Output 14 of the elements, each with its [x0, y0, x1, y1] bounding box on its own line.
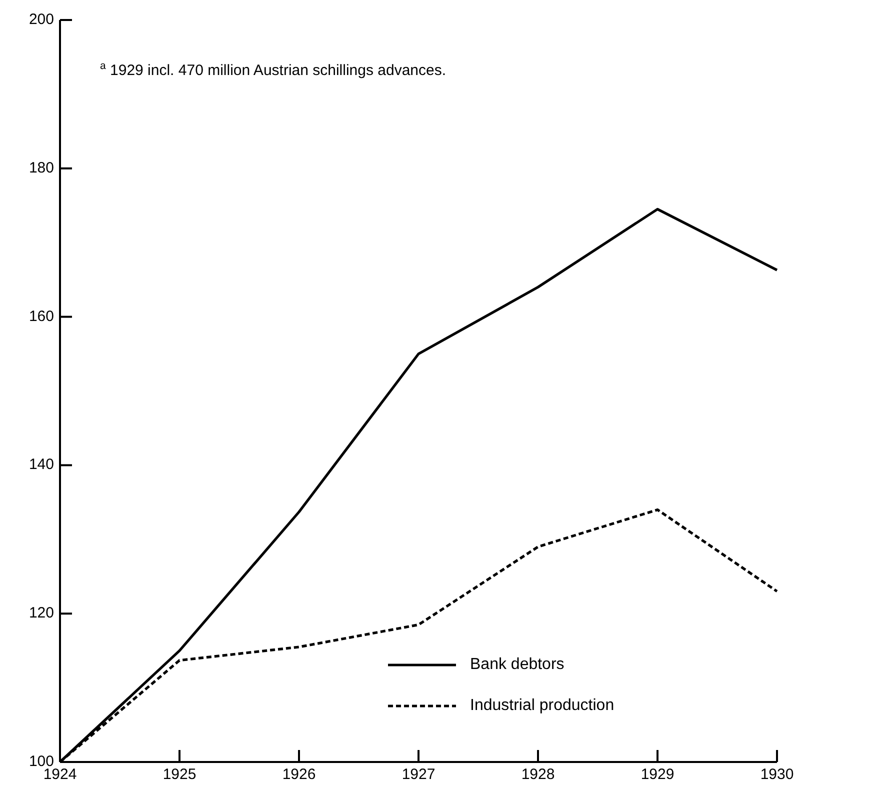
x-tick-label: 1929: [640, 766, 674, 783]
y-tick-label: 200: [28, 10, 54, 28]
y-tick-label: 180: [28, 159, 54, 176]
x-tick-label: 1930: [760, 766, 794, 783]
y-tick-label: 160: [28, 308, 54, 325]
x-tick-label: 1926: [282, 766, 316, 783]
legend-label: Industrial production: [470, 697, 614, 714]
y-tick-label: 140: [28, 456, 54, 474]
y-tick-label: 120: [28, 604, 54, 622]
legend-label: Bank debtors: [470, 656, 564, 674]
x-tick-label: 1928: [521, 766, 555, 783]
x-tick-label: 1927: [402, 766, 436, 783]
x-tick-label: 1925: [162, 766, 196, 783]
annotation: $^{a}$ 1929 incl. 470 million Austrian schillings advances.: [100, 60, 446, 79]
